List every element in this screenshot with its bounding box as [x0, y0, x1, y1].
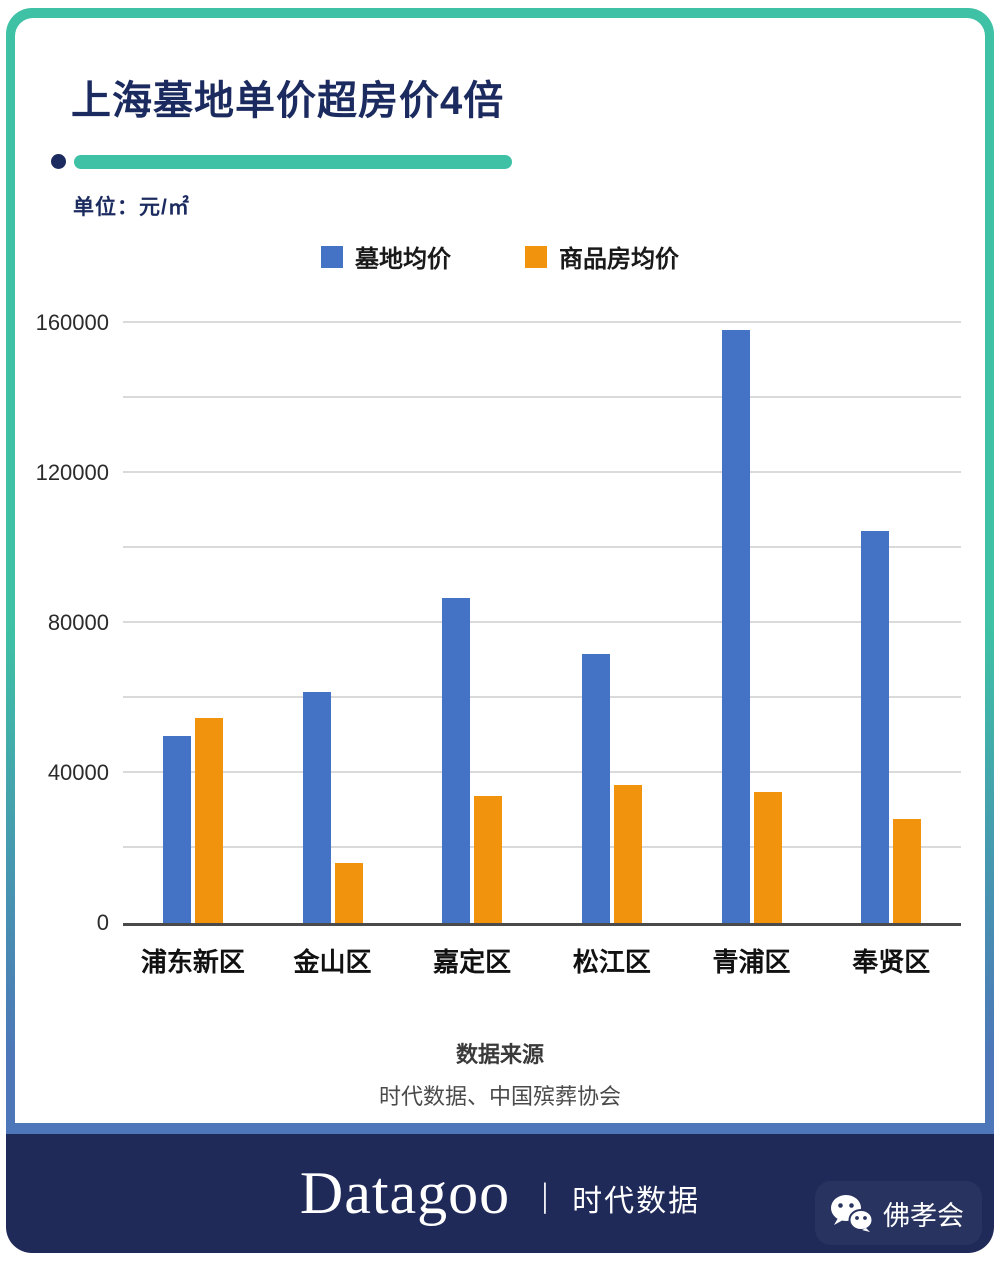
bar: [753, 792, 782, 923]
bar: [581, 654, 610, 923]
y-axis-tick-label: 120000: [35, 460, 109, 485]
gridline: [123, 621, 961, 623]
title-divider: [51, 154, 985, 169]
y-axis-tick-label: 40000: [47, 760, 109, 785]
gridline: [123, 846, 961, 848]
wechat-account-badge: 佛孝会: [815, 1181, 982, 1245]
y-axis-tick-label: 160000: [35, 310, 109, 335]
legend-item-cemetery: 墓地均价: [321, 239, 451, 274]
bar-group: [123, 326, 263, 923]
gridline: [123, 546, 961, 548]
legend-label: 商品房均价: [559, 246, 679, 273]
data-source: 数据来源 时代数据、中国殡葬协会: [15, 1037, 985, 1111]
divider-bar: [74, 154, 512, 169]
legend-item-housing: 商品房均价: [525, 239, 679, 274]
legend-swatch-orange: [525, 245, 547, 268]
gridline: [123, 771, 961, 773]
x-axis-label: 浦东新区: [140, 947, 245, 977]
brand-logo: Datagoo 丨 时代数据: [300, 1159, 700, 1228]
data-source-heading: 数据来源: [455, 1042, 544, 1067]
bar-group: [821, 326, 961, 923]
gridline: [123, 321, 961, 323]
card: 上海墓地单价超房价4倍 单位：元/㎡ 墓地均价 商品房均价 0: [15, 18, 985, 1123]
brand-separator: 丨: [534, 1181, 556, 1219]
y-axis-tick-label: 0: [96, 910, 109, 935]
x-axis-labels: 浦东新区 金山区 嘉定区 松江区 青浦区 奉贤区: [123, 942, 961, 979]
x-axis-label: 嘉定区: [433, 947, 512, 977]
chart-legend: 墓地均价 商品房均价: [15, 239, 985, 274]
bar: [194, 717, 223, 923]
brand-name-chinese: 时代数据: [572, 1184, 701, 1218]
unit-label: 单位：元/㎡: [73, 196, 190, 219]
bar: [162, 736, 191, 923]
bar: [721, 329, 750, 923]
bar: [302, 691, 331, 923]
bar-group: [542, 326, 682, 923]
x-axis-label: 松江区: [572, 947, 651, 977]
bar-group: [402, 326, 542, 923]
bar-chart: 0 40000 80000 120000 160000 浦东新区 金山区 嘉定区 松江区 青浦区…: [15, 310, 961, 979]
bar: [474, 796, 503, 923]
footer-bar: Datagoo 丨 时代数据 佛孝会: [6, 1134, 994, 1253]
gridline: [123, 471, 961, 473]
brand-name: Datagoo: [299, 1160, 511, 1226]
x-axis-label: 青浦区: [712, 947, 791, 977]
card-frame: 上海墓地单价超房价4倍 单位：元/㎡ 墓地均价 商品房均价 0: [6, 8, 994, 1134]
bar: [334, 863, 363, 923]
x-axis-label: 奉贤区: [852, 947, 931, 977]
bar: [861, 531, 890, 923]
x-axis-label: 金山区: [293, 947, 372, 977]
bar: [442, 598, 471, 923]
bar-group: [263, 326, 403, 923]
wechat-icon: [831, 1195, 873, 1232]
bar: [613, 784, 642, 923]
divider-dot-icon: [51, 154, 66, 169]
gridline: [123, 396, 961, 398]
gridline: [123, 696, 961, 698]
legend-swatch-blue: [321, 245, 343, 268]
bar-group: [682, 326, 822, 923]
wechat-account-name: 佛孝会: [883, 1200, 964, 1231]
chart-bars: [123, 326, 961, 923]
bar: [893, 818, 922, 923]
chart-plot-area: 0 40000 80000 120000 160000: [36, 310, 961, 935]
data-source-text: 时代数据、中国殡葬协会: [378, 1084, 621, 1109]
y-axis-tick-label: 80000: [47, 610, 109, 635]
page-title: 上海墓地单价超房价4倍: [71, 79, 505, 123]
legend-label: 墓地均价: [355, 246, 451, 273]
